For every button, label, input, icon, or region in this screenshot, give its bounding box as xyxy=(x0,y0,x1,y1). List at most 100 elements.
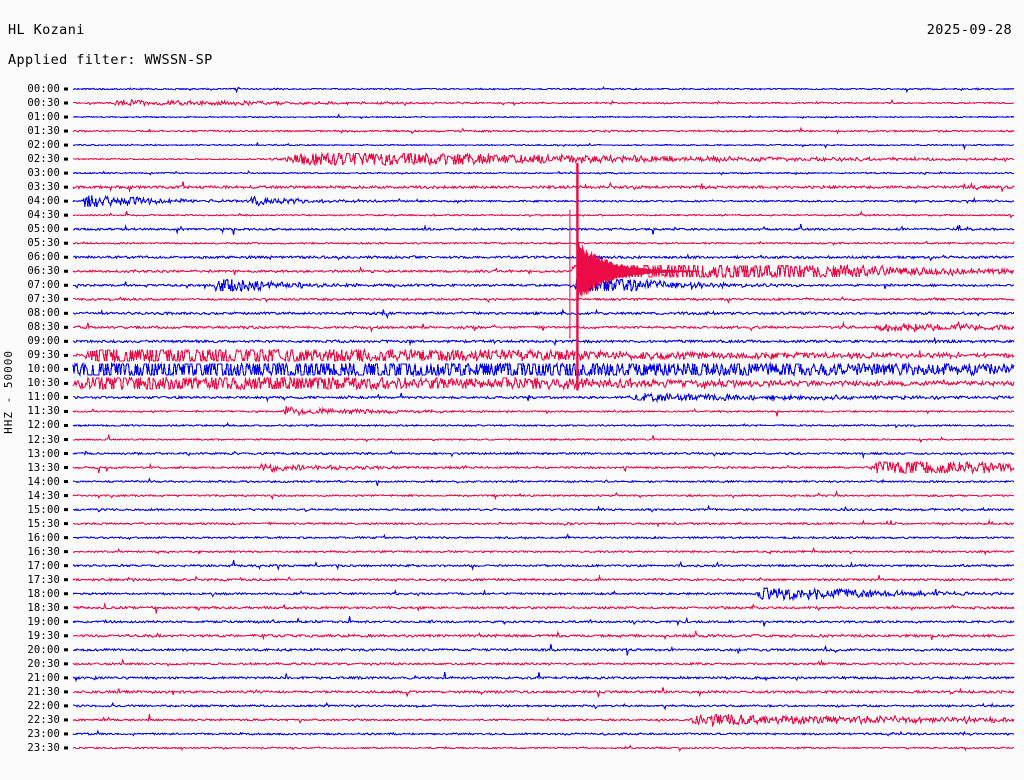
row-time-label: 08:30 xyxy=(27,321,60,334)
row-time-label: 00:00 xyxy=(27,83,60,95)
waveform-trace xyxy=(72,744,1015,752)
row-time-label: 15:00 xyxy=(27,503,60,516)
waveform-trace xyxy=(72,701,1015,711)
row-time-label: 22:00 xyxy=(27,699,60,712)
waveform-trace xyxy=(72,347,1015,364)
row-time-label: 20:30 xyxy=(27,657,60,670)
row-tick xyxy=(64,115,68,119)
station-title: HL Kozani xyxy=(8,22,85,38)
waveform-trace xyxy=(72,336,1015,347)
row-tick xyxy=(64,185,68,189)
row-tick xyxy=(64,409,68,413)
row-time-label: 18:00 xyxy=(27,587,60,600)
waveform-trace xyxy=(72,602,1015,614)
waveform-trace xyxy=(72,672,1015,683)
waveform-trace xyxy=(72,644,1015,656)
waveform-trace xyxy=(72,587,1015,602)
waveform-trace xyxy=(72,240,1015,246)
row-time-label: 05:00 xyxy=(27,223,60,236)
row-time-label: 22:30 xyxy=(27,713,60,726)
row-time-label: 23:00 xyxy=(27,727,60,740)
waveform-trace xyxy=(72,533,1015,541)
applied-filter-label: Applied filter: WWSSN-SP xyxy=(8,52,213,68)
waveform-trace xyxy=(72,151,1015,167)
row-tick xyxy=(64,592,68,596)
waveform-trace xyxy=(72,422,1015,429)
waveform-trace xyxy=(72,406,1015,417)
row-tick xyxy=(64,676,68,680)
waveform-trace xyxy=(72,308,1015,320)
row-time-label: 03:30 xyxy=(27,181,60,194)
waveform-trace xyxy=(72,98,1015,107)
row-time-label: 11:30 xyxy=(27,405,60,418)
waveform-trace xyxy=(72,361,1015,378)
row-time-label: 05:30 xyxy=(27,237,60,250)
row-tick xyxy=(64,662,68,666)
row-time-label: 00:30 xyxy=(27,97,60,110)
row-tick xyxy=(64,101,68,105)
row-tick xyxy=(64,746,68,750)
row-tick xyxy=(64,718,68,722)
row-tick xyxy=(64,648,68,652)
waveform-trace xyxy=(72,546,1015,556)
clipped-event-overflow-secondary xyxy=(569,209,571,339)
row-tick xyxy=(64,690,68,694)
row-time-label: 14:00 xyxy=(27,475,60,488)
row-time-label: 06:30 xyxy=(27,265,60,278)
waveform-trace xyxy=(72,86,1015,94)
row-tick xyxy=(64,494,68,498)
row-time-label: 19:30 xyxy=(27,629,60,642)
row-tick xyxy=(64,522,68,526)
row-tick xyxy=(64,199,68,203)
waveform-trace xyxy=(73,686,1015,698)
row-tick xyxy=(64,353,68,357)
row-tick xyxy=(64,283,68,287)
row-time-label: 21:00 xyxy=(27,671,60,684)
row-time-label: 16:00 xyxy=(27,531,60,544)
waveform-trace xyxy=(72,518,1015,528)
row-tick xyxy=(64,564,68,568)
row-tick xyxy=(64,381,68,385)
row-tick xyxy=(64,732,68,736)
waveform-trace xyxy=(72,113,1015,120)
waveform-trace xyxy=(72,392,1015,404)
waveform-trace xyxy=(72,210,1015,219)
row-time-label: 10:30 xyxy=(27,377,60,390)
row-tick xyxy=(64,634,68,638)
waveform-trace xyxy=(72,320,1015,334)
row-tick xyxy=(64,466,68,470)
row-time-label: 17:00 xyxy=(27,559,60,572)
row-time-label: 01:30 xyxy=(27,125,60,138)
row-tick xyxy=(64,227,68,231)
row-time-label: 19:00 xyxy=(27,615,60,628)
waveform-trace xyxy=(72,616,1015,627)
waveform-trace xyxy=(72,574,1015,583)
row-tick xyxy=(64,438,68,441)
row-tick xyxy=(64,395,68,399)
row-time-label: 04:00 xyxy=(27,195,60,208)
row-tick xyxy=(64,578,68,582)
row-tick xyxy=(64,620,68,624)
row-time-label: 11:00 xyxy=(27,391,60,404)
row-tick xyxy=(64,269,68,273)
waveform-trace xyxy=(73,559,1015,571)
waveform-trace xyxy=(72,126,1015,135)
waveform-trace xyxy=(72,296,1015,305)
row-time-label: 07:00 xyxy=(27,279,60,292)
row-time-label: 09:30 xyxy=(27,349,60,362)
waveform-trace xyxy=(72,729,1015,737)
row-tick xyxy=(64,325,68,329)
row-tick xyxy=(64,171,68,175)
row-time-label: 16:30 xyxy=(27,545,60,558)
row-tick xyxy=(64,311,68,315)
row-tick xyxy=(64,508,68,512)
row-tick xyxy=(64,241,68,245)
row-time-label: 12:30 xyxy=(27,433,60,446)
row-tick xyxy=(64,423,68,427)
row-time-label: 03:00 xyxy=(27,167,60,180)
row-tick xyxy=(64,213,68,217)
row-time-label: 13:00 xyxy=(27,447,60,460)
waveform-trace xyxy=(72,170,1015,176)
waveform-trace xyxy=(72,489,1015,501)
